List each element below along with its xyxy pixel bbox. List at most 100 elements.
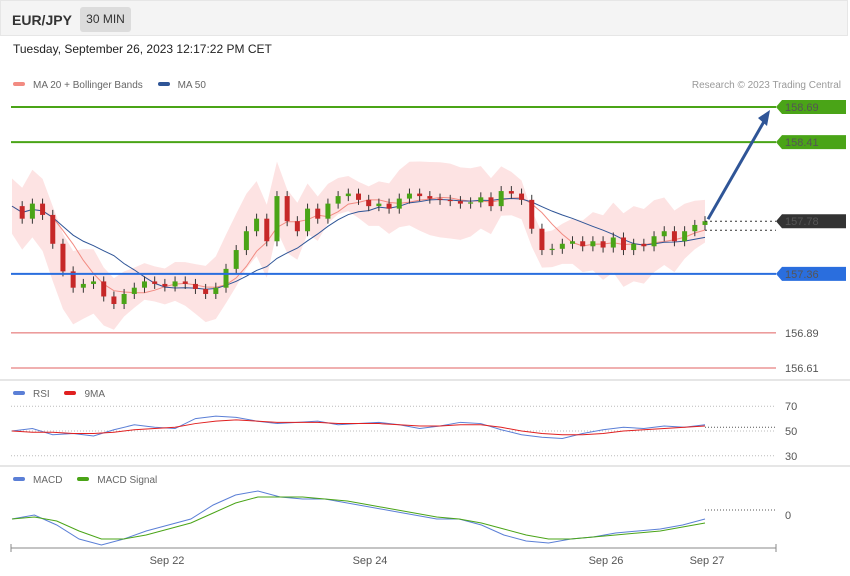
level-label-156.61: 156.61	[785, 363, 819, 375]
candle-body	[406, 193, 412, 199]
candle-body	[478, 197, 484, 203]
macd-series-MACD Signal	[11, 496, 706, 540]
level-label-157.78: 157.78	[785, 216, 819, 228]
candle-body	[192, 283, 198, 289]
candle-body	[692, 224, 698, 232]
macd-legend: MACD MACD Signal	[13, 475, 157, 486]
candle-body	[101, 281, 107, 297]
level-tag-157.36	[776, 266, 846, 281]
candle-body	[549, 248, 555, 251]
candle-body	[580, 241, 586, 247]
candle-body	[141, 281, 147, 288]
candle-body	[274, 196, 280, 242]
candle-body	[305, 208, 311, 232]
candle-body	[223, 268, 229, 288]
candle-body	[468, 202, 474, 204]
candle-body	[519, 193, 525, 200]
candle-body	[80, 283, 86, 288]
level-label-156.89: 156.89	[785, 328, 819, 340]
candle-body	[131, 287, 137, 294]
rsi-ma-swatch	[64, 391, 77, 396]
x-tick-label: Sep 24	[353, 555, 388, 567]
level-label-158.69: 158.69	[785, 102, 819, 114]
candle-body	[508, 191, 514, 194]
level-label-158.41: 158.41	[785, 137, 819, 149]
timeframe-badge[interactable]: 30 MIN	[80, 7, 131, 32]
macd-swatch	[13, 477, 25, 482]
candle-body	[325, 203, 331, 219]
candle-body	[152, 281, 158, 284]
rsi-tick-50: 50	[785, 426, 797, 438]
timestamp: Tuesday, September 26, 2023 12:17:22 PM …	[13, 42, 272, 56]
candle-body	[671, 231, 677, 242]
candle-body	[498, 191, 504, 207]
candle-body	[121, 293, 127, 305]
candle-body	[529, 199, 535, 229]
candle-body	[366, 199, 372, 207]
candle-body	[264, 218, 270, 242]
candle-body	[590, 241, 596, 247]
candle-body	[60, 243, 66, 272]
ma50-swatch	[157, 82, 170, 87]
candle-body	[233, 250, 239, 269]
candle-body	[213, 287, 219, 294]
level-tag-157.78	[776, 214, 846, 229]
candle-body	[50, 214, 56, 244]
candle-body	[91, 281, 97, 284]
candle-body	[243, 231, 249, 251]
credit-text: Research © 2023 Trading Central	[691, 80, 841, 91]
macd-signal-swatch	[77, 477, 90, 482]
top-bar: EUR/JPY 30 MIN	[0, 0, 848, 36]
rsi-swatch	[13, 391, 25, 396]
x-tick-label: Sep 22	[150, 555, 185, 567]
candle-body	[315, 208, 321, 219]
projection-arrow	[706, 117, 768, 220]
candle-body	[29, 203, 35, 219]
rsi-legend: RSI 9MA	[13, 389, 105, 400]
legend-rsi: RSI	[33, 389, 50, 400]
ma20-swatch	[13, 82, 25, 87]
candle-body	[182, 281, 188, 284]
rsi-tick-70: 70	[785, 401, 797, 413]
candle-body	[417, 193, 423, 197]
candle-body	[488, 197, 494, 207]
candle-body	[111, 296, 117, 305]
price-legend: MA 20 + Bollinger Bands MA 50	[13, 80, 206, 91]
legend-rsi-ma: 9MA	[84, 389, 106, 400]
candle-body	[396, 198, 402, 209]
candle-body	[162, 283, 168, 287]
x-tick-label: Sep 26	[589, 555, 624, 567]
legend-macd-signal: MACD Signal	[97, 475, 158, 486]
candle-body	[172, 281, 178, 287]
candle-body	[427, 196, 433, 199]
ma20-line	[11, 196, 706, 294]
candle-body	[335, 196, 341, 204]
level-label-157.36: 157.36	[785, 269, 819, 281]
candle-body	[203, 288, 209, 294]
rsi-series-9MA	[11, 419, 706, 436]
candle-body	[447, 199, 453, 202]
candle-body	[702, 221, 708, 225]
macd-tick-0: 0	[785, 510, 791, 522]
candle-body	[70, 271, 76, 288]
candle-body	[284, 196, 290, 222]
candle-body	[610, 237, 616, 248]
candle-body	[641, 243, 647, 247]
bollinger-band	[12, 161, 705, 330]
legend-ma20: MA 20 + Bollinger Bands	[33, 80, 143, 91]
candle-body	[600, 241, 606, 248]
candle-body	[254, 218, 260, 232]
projection-arrowhead	[758, 110, 770, 126]
candle-body	[386, 203, 392, 209]
level-tag-158.41	[776, 135, 846, 150]
candle-body	[40, 203, 46, 215]
candle-body	[539, 228, 545, 251]
candle-body	[682, 231, 688, 242]
candle-body	[661, 231, 667, 237]
candle-body	[437, 198, 443, 200]
candle-body	[651, 236, 657, 247]
candle-body	[294, 221, 300, 232]
candle-body	[457, 201, 463, 204]
candle-body	[345, 193, 351, 197]
legend-macd: MACD	[33, 475, 63, 486]
